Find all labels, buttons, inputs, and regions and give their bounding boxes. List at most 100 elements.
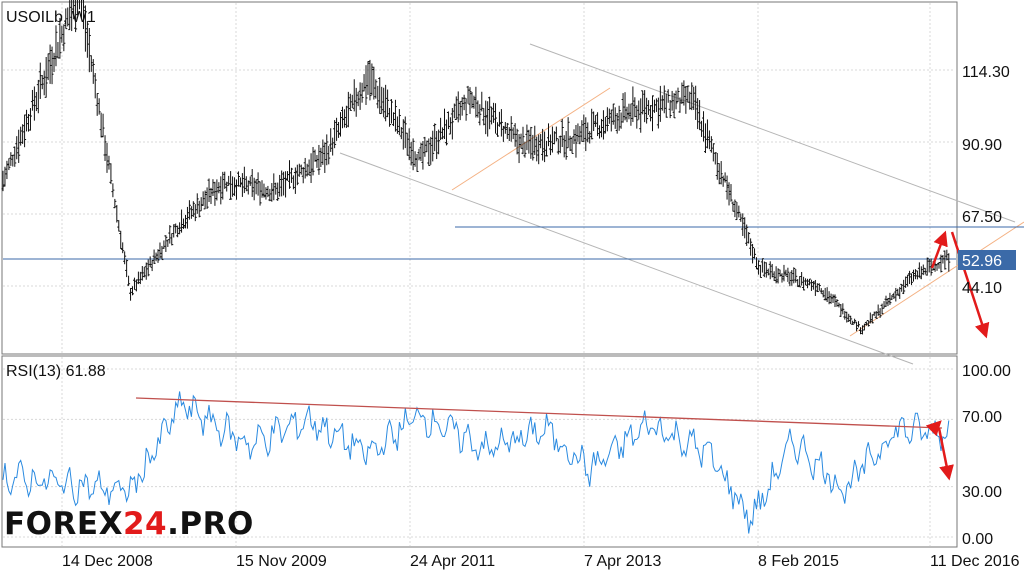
forecast-up-arrow [930, 230, 948, 269]
price-bar [501, 125, 505, 142]
price-bar [817, 283, 821, 291]
price-panel-frame [1, 1, 958, 355]
price-bar [880, 303, 884, 315]
price-bar [794, 268, 798, 283]
price-bar [384, 84, 388, 122]
price-bar [786, 267, 790, 282]
price-bar [427, 138, 431, 166]
rsi-line [2, 391, 950, 534]
price-bar [490, 106, 494, 125]
price-bar [605, 107, 609, 132]
price-bar [9, 152, 13, 166]
rsi-tick-label: 30.00 [962, 484, 1002, 501]
price-panel-title: USOILb, W1 [6, 9, 96, 26]
x-tick-label: 15 Nov 2009 [236, 553, 327, 570]
price-bar [847, 313, 851, 322]
price-bar [395, 116, 399, 134]
price-bar [240, 173, 244, 197]
price-bar [95, 93, 99, 116]
price-bar [523, 141, 527, 158]
price-bar [560, 118, 564, 148]
price-bar [268, 188, 272, 202]
price-bar [450, 107, 454, 140]
price-bar [382, 87, 386, 118]
price-bar [421, 141, 425, 170]
price-bar [439, 117, 443, 140]
price-bar [103, 135, 107, 161]
price-bar [317, 144, 321, 175]
price-bar [197, 200, 201, 218]
rsi-down-arrow [937, 427, 954, 481]
price-bar [503, 122, 507, 134]
price-bar [619, 112, 623, 129]
price-bar [244, 176, 248, 192]
price-bar [319, 147, 323, 168]
price-bar [468, 87, 472, 114]
price-bar [17, 129, 21, 163]
price-bar [900, 283, 904, 292]
price-bar [853, 318, 857, 324]
x-tick-label: 24 Apr 2011 [410, 553, 495, 570]
price-bar [764, 262, 768, 278]
price-bar [127, 275, 131, 286]
price-bar [339, 112, 343, 137]
price-bar [425, 140, 429, 153]
price-bar [664, 93, 668, 118]
price-bar [278, 174, 282, 197]
price-bar [470, 91, 474, 109]
price-bar [146, 259, 150, 277]
price-bar [70, 0, 73, 32]
price-bar [295, 164, 299, 186]
price-bar [79, 0, 82, 20]
price-bar [476, 100, 480, 118]
price-bar [311, 146, 315, 176]
price-bar [484, 100, 488, 135]
y-tick-label: 67.50 [962, 209, 1002, 226]
x-tick-label: 14 Dec 2008 [62, 553, 153, 570]
price-bar [407, 128, 411, 161]
price-bar [641, 90, 645, 115]
price-bar [236, 171, 240, 187]
price-bar [97, 98, 101, 115]
price-bar [819, 288, 823, 294]
y-tick-label: 44.10 [962, 280, 1002, 297]
price-bar [83, 5, 87, 52]
price-bar [754, 257, 758, 270]
price-bar [444, 119, 448, 146]
price-bar [486, 101, 490, 137]
price-bar [872, 311, 876, 316]
price-bar [233, 177, 237, 196]
price-bar [866, 320, 870, 327]
price-bar [507, 127, 511, 142]
price-bar [521, 126, 525, 155]
price-bar [81, 0, 85, 30]
price-bar [164, 235, 168, 252]
price-bar [904, 276, 908, 288]
price-bar [749, 238, 753, 256]
price-bar [64, 8, 68, 30]
price-bar [821, 290, 825, 298]
price-bar [393, 99, 397, 132]
price-bar [152, 249, 156, 265]
price-bar [896, 288, 900, 296]
price-bar [109, 163, 113, 185]
price-bar [276, 182, 280, 201]
price-bar [690, 82, 694, 111]
price-bar [868, 312, 872, 324]
price-bar [615, 112, 619, 134]
price-bar [154, 252, 158, 262]
price-bar [711, 143, 715, 162]
price-overlays [3, 43, 1024, 365]
price-bar [774, 266, 778, 284]
price-bar [390, 99, 394, 124]
price-bar [291, 175, 295, 190]
price-bar [725, 175, 729, 200]
price-bar [411, 138, 415, 171]
price-bar [874, 310, 878, 319]
price-bar [378, 77, 382, 115]
price-bar [792, 267, 796, 284]
price-bar [864, 321, 868, 326]
price-bar [342, 109, 346, 128]
price-bar [709, 136, 713, 153]
price-bar [62, 24, 66, 52]
